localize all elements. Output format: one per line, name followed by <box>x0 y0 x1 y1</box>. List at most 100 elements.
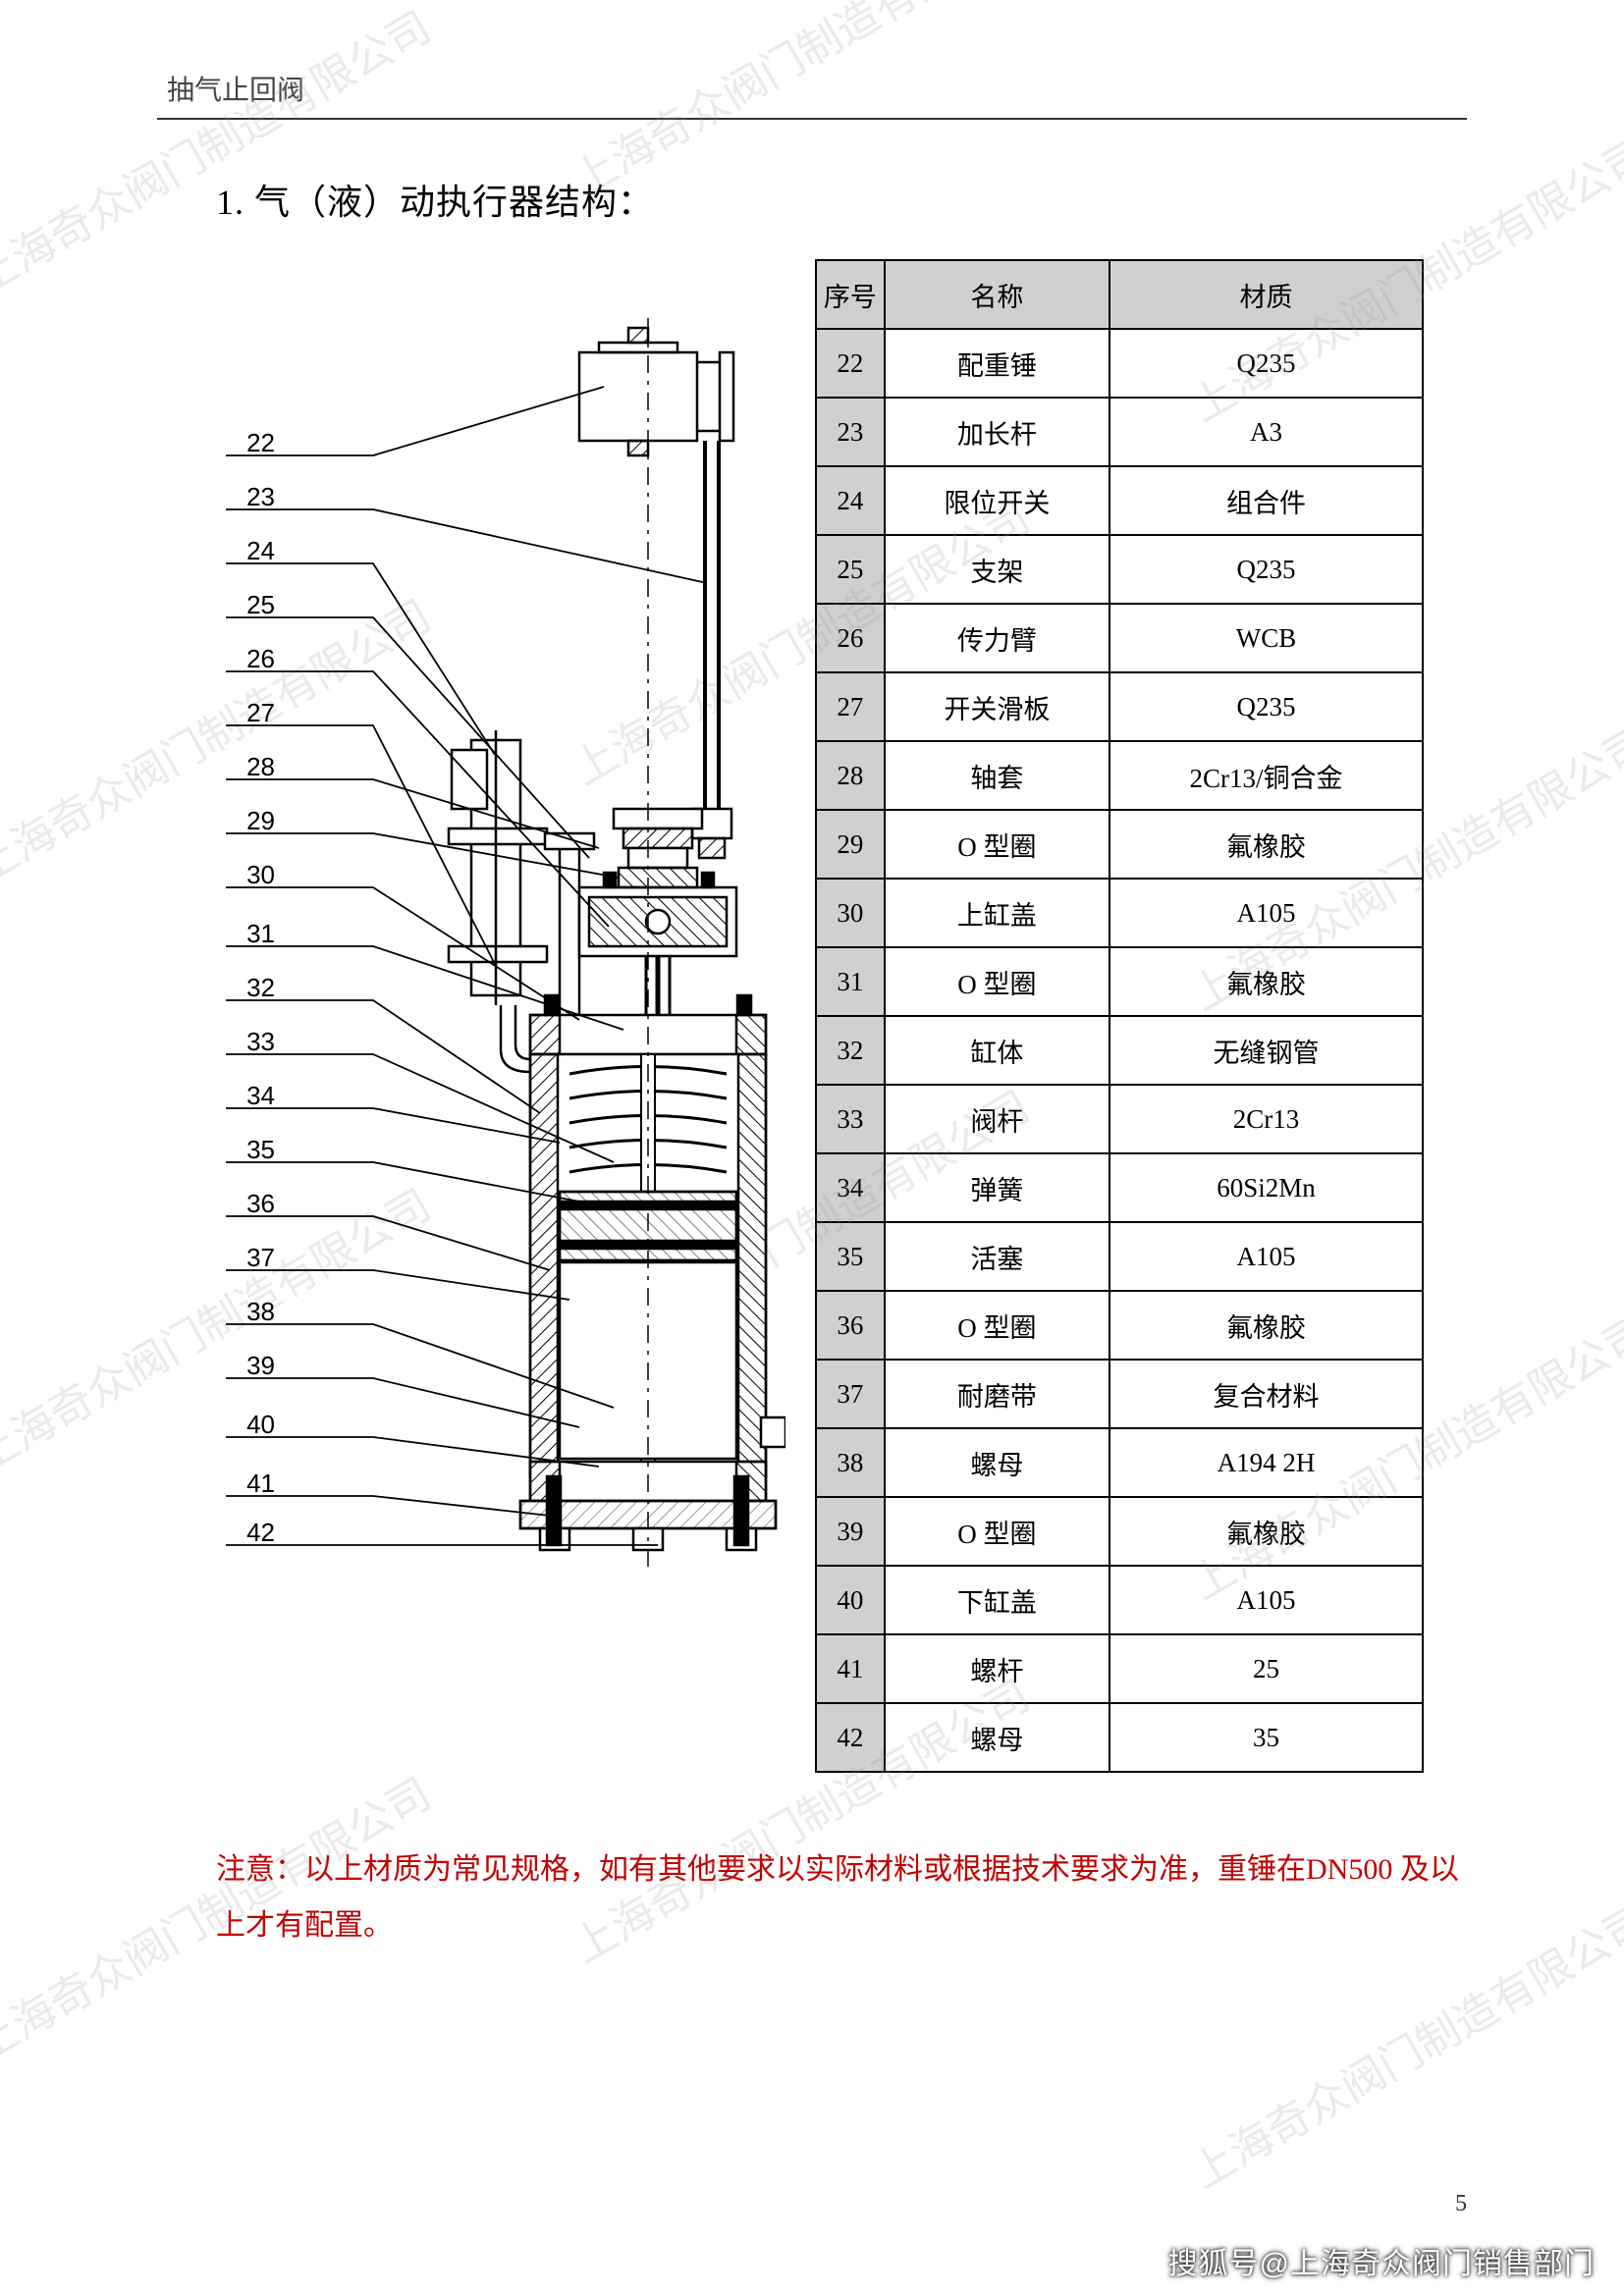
table-row: 25支架Q235 <box>816 535 1423 604</box>
cell-index: 42 <box>816 1703 885 1772</box>
table-row: 32缸体无缝钢管 <box>816 1016 1423 1085</box>
table-row: 38螺母A194 2H <box>816 1428 1423 1497</box>
cell-name: O 型圈 <box>885 1497 1110 1566</box>
callout-label: 41 <box>226 1468 275 1499</box>
cell-name: 下缸盖 <box>885 1566 1110 1634</box>
cell-name: 阀杆 <box>885 1085 1110 1153</box>
cell-material: WCB <box>1110 604 1423 672</box>
callout-label: 34 <box>226 1081 275 1111</box>
actuator-diagram: 2223242526272829303132333435363738394041… <box>157 259 785 1712</box>
table-row: 42螺母35 <box>816 1703 1423 1772</box>
cell-name: O 型圈 <box>885 810 1110 879</box>
cell-material: A105 <box>1110 879 1423 947</box>
cell-index: 23 <box>816 398 885 466</box>
callout-label: 26 <box>226 644 275 674</box>
cell-name: 限位开关 <box>885 466 1110 535</box>
footer-credit: 搜狐号@上海奇众阀门销售部门 <box>1168 2239 1595 2282</box>
cell-name: O 型圈 <box>885 1291 1110 1360</box>
cell-index: 36 <box>816 1291 885 1360</box>
cell-name: 螺母 <box>885 1428 1110 1497</box>
page: 上海奇众阀门制造有限公司 上海奇众阀门制造有限公司 上海奇众阀门制造有限公司 上… <box>0 0 1624 2296</box>
cell-index: 29 <box>816 810 885 879</box>
cell-index: 34 <box>816 1153 885 1222</box>
cell-name: 耐磨带 <box>885 1360 1110 1428</box>
cell-material: 氟橡胶 <box>1110 947 1423 1016</box>
callout-label: 39 <box>226 1351 275 1381</box>
page-number: 5 <box>1455 2191 1467 2217</box>
cell-index: 24 <box>816 466 885 535</box>
table-row: 40下缸盖A105 <box>816 1566 1423 1634</box>
callout-label: 33 <box>226 1027 275 1057</box>
cell-index: 39 <box>816 1497 885 1566</box>
cell-name: 螺母 <box>885 1703 1110 1772</box>
cell-index: 22 <box>816 329 885 398</box>
cell-name: 开关滑板 <box>885 672 1110 741</box>
cell-material: A105 <box>1110 1566 1423 1634</box>
table-row: 39O 型圈氟橡胶 <box>816 1497 1423 1566</box>
callout-label: 28 <box>226 752 275 782</box>
cell-name: 配重锤 <box>885 329 1110 398</box>
note-text: 注意：以上材质为常见规格，如有其他要求以实际材料或根据技术要求为准，重锤在DN5… <box>216 1842 1467 1953</box>
cell-material: Q235 <box>1110 535 1423 604</box>
callout-label: 25 <box>226 590 275 620</box>
callout-label: 36 <box>226 1189 275 1219</box>
cell-name: 轴套 <box>885 741 1110 810</box>
cell-material: 2Cr13 <box>1110 1085 1423 1153</box>
callout-label: 22 <box>226 428 275 458</box>
cell-material: A194 2H <box>1110 1428 1423 1497</box>
cell-material: Q235 <box>1110 672 1423 741</box>
cell-name: 传力臂 <box>885 604 1110 672</box>
cell-material: 复合材料 <box>1110 1360 1423 1428</box>
cell-index: 33 <box>816 1085 885 1153</box>
cell-material: A105 <box>1110 1222 1423 1291</box>
col-header-index: 序号 <box>816 260 885 329</box>
cell-index: 26 <box>816 604 885 672</box>
table-row: 29O 型圈氟橡胶 <box>816 810 1423 879</box>
table-row: 28轴套2Cr13/铜合金 <box>816 741 1423 810</box>
callout-label: 30 <box>226 860 275 890</box>
header-rule <box>157 118 1467 120</box>
cell-index: 32 <box>816 1016 885 1085</box>
callout-label: 31 <box>226 919 275 949</box>
cell-name: O 型圈 <box>885 947 1110 1016</box>
cell-index: 28 <box>816 741 885 810</box>
cell-index: 40 <box>816 1566 885 1634</box>
cell-index: 27 <box>816 672 885 741</box>
callout-label: 42 <box>226 1518 275 1548</box>
table-row: 23加长杆A3 <box>816 398 1423 466</box>
cell-material: 氟橡胶 <box>1110 1497 1423 1566</box>
cell-material: 无缝钢管 <box>1110 1016 1423 1085</box>
col-header-name: 名称 <box>885 260 1110 329</box>
cell-material: 25 <box>1110 1634 1423 1703</box>
callout-label: 32 <box>226 973 275 1003</box>
callout-label: 40 <box>226 1410 275 1440</box>
callout-label: 37 <box>226 1243 275 1273</box>
callout-label: 35 <box>226 1135 275 1165</box>
content-row: 2223242526272829303132333435363738394041… <box>157 259 1467 1773</box>
table-row: 35活塞A105 <box>816 1222 1423 1291</box>
parts-table: 序号 名称 材质 22配重锤Q23523加长杆A324限位开关组合件25支架Q2… <box>815 259 1424 1773</box>
table-header-row: 序号 名称 材质 <box>816 260 1423 329</box>
cell-material: 35 <box>1110 1703 1423 1772</box>
table-row: 27开关滑板Q235 <box>816 672 1423 741</box>
table-row: 22配重锤Q235 <box>816 329 1423 398</box>
table-row: 31O 型圈氟橡胶 <box>816 947 1423 1016</box>
cell-index: 41 <box>816 1634 885 1703</box>
cell-name: 支架 <box>885 535 1110 604</box>
callout-label: 27 <box>226 698 275 728</box>
cell-material: 60Si2Mn <box>1110 1153 1423 1222</box>
callout-label: 23 <box>226 482 275 512</box>
cell-index: 37 <box>816 1360 885 1428</box>
cell-material: 氟橡胶 <box>1110 1291 1423 1360</box>
cell-index: 30 <box>816 879 885 947</box>
cell-material: 2Cr13/铜合金 <box>1110 741 1423 810</box>
table-row: 37耐磨带复合材料 <box>816 1360 1423 1428</box>
table-row: 36O 型圈氟橡胶 <box>816 1291 1423 1360</box>
cell-index: 25 <box>816 535 885 604</box>
table-row: 26传力臂WCB <box>816 604 1423 672</box>
table-row: 30上缸盖A105 <box>816 879 1423 947</box>
cell-name: 螺杆 <box>885 1634 1110 1703</box>
cell-index: 31 <box>816 947 885 1016</box>
cell-material: A3 <box>1110 398 1423 466</box>
callout-label: 29 <box>226 806 275 836</box>
